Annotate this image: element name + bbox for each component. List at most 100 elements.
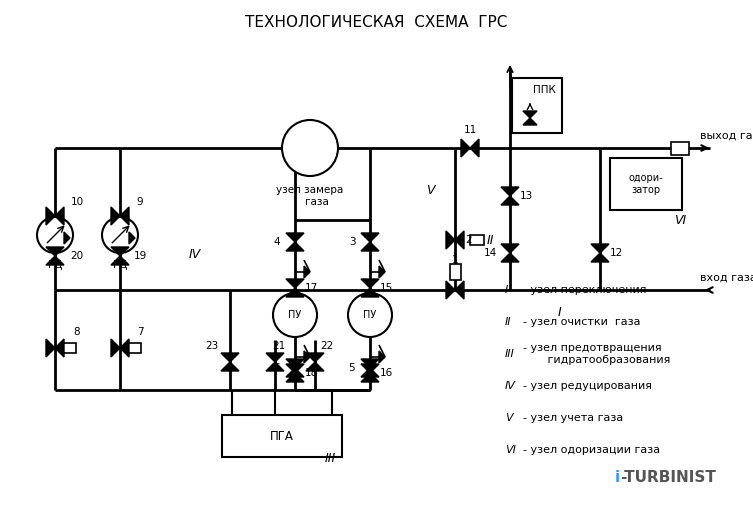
Polygon shape (523, 111, 537, 118)
Text: I: I (558, 305, 562, 319)
Text: i: i (615, 470, 620, 486)
Bar (610, 158, 682, 210)
Circle shape (37, 217, 73, 253)
Text: 7: 7 (137, 327, 143, 337)
Circle shape (348, 293, 392, 337)
Polygon shape (111, 256, 129, 265)
Polygon shape (286, 288, 304, 297)
Polygon shape (111, 339, 120, 357)
Text: -TURBINIST: -TURBINIST (620, 470, 716, 486)
Text: V: V (505, 413, 513, 423)
Polygon shape (46, 256, 64, 265)
Text: 23: 23 (206, 341, 218, 351)
Polygon shape (361, 364, 379, 373)
Bar (470, 235, 484, 245)
Polygon shape (455, 281, 464, 299)
Polygon shape (286, 242, 304, 251)
Text: ПУ: ПУ (288, 310, 302, 320)
Polygon shape (461, 139, 470, 157)
Text: - узел очистки  газа: - узел очистки газа (523, 317, 641, 327)
Polygon shape (266, 353, 284, 362)
Circle shape (273, 293, 317, 337)
Polygon shape (501, 244, 519, 253)
Polygon shape (379, 266, 385, 278)
Text: 17: 17 (304, 283, 318, 293)
Text: II: II (505, 317, 511, 327)
Text: III: III (325, 451, 336, 465)
Polygon shape (46, 339, 55, 357)
Polygon shape (304, 266, 310, 278)
Text: 21: 21 (273, 341, 285, 351)
Bar (222, 415, 342, 457)
Circle shape (282, 120, 338, 176)
Text: III: III (505, 349, 515, 359)
Text: РД: РД (113, 260, 127, 270)
Polygon shape (120, 207, 129, 225)
Polygon shape (286, 279, 304, 288)
Polygon shape (501, 253, 519, 262)
Polygon shape (304, 351, 310, 363)
Polygon shape (591, 253, 609, 262)
Bar (671, 142, 689, 155)
Polygon shape (46, 207, 55, 225)
Polygon shape (523, 118, 537, 125)
Text: 19: 19 (133, 251, 147, 261)
Polygon shape (306, 362, 324, 371)
Text: IV: IV (189, 248, 201, 262)
Polygon shape (221, 353, 239, 362)
Polygon shape (446, 281, 455, 299)
Polygon shape (501, 187, 519, 196)
Polygon shape (361, 368, 379, 377)
Polygon shape (46, 247, 64, 256)
Polygon shape (266, 362, 284, 371)
Polygon shape (591, 244, 609, 253)
Text: 18: 18 (304, 368, 318, 378)
Polygon shape (379, 351, 385, 363)
Text: 14: 14 (483, 248, 497, 258)
Text: I: I (505, 285, 508, 295)
Bar (62, 343, 76, 353)
Text: VI: VI (505, 445, 516, 455)
Polygon shape (64, 232, 70, 244)
Text: 16: 16 (380, 368, 392, 378)
Text: 20: 20 (71, 251, 84, 261)
Text: 15: 15 (380, 283, 392, 293)
Text: 12: 12 (609, 248, 623, 258)
Text: V: V (425, 184, 434, 196)
Polygon shape (361, 288, 379, 297)
Bar (512, 78, 562, 133)
Polygon shape (286, 373, 304, 382)
Text: 6: 6 (273, 363, 280, 373)
Circle shape (102, 217, 138, 253)
Text: вход газа: вход газа (700, 273, 753, 283)
Text: IV: IV (505, 381, 516, 391)
Text: ПГА: ПГА (270, 430, 294, 442)
Text: - узел редуцирования: - узел редуцирования (523, 381, 652, 391)
Bar (450, 264, 461, 280)
Polygon shape (361, 242, 379, 251)
Polygon shape (55, 339, 64, 357)
Text: - узел учета газа: - узел учета газа (523, 413, 623, 423)
Text: 8: 8 (74, 327, 81, 337)
Text: - узел одоризации газа: - узел одоризации газа (523, 445, 660, 455)
Polygon shape (455, 231, 464, 249)
Bar (127, 343, 141, 353)
Text: узел замера
    газа: узел замера газа (276, 185, 343, 207)
Polygon shape (306, 353, 324, 362)
Polygon shape (286, 368, 304, 377)
Polygon shape (501, 196, 519, 205)
Polygon shape (55, 207, 64, 225)
Text: РД: РД (47, 260, 62, 270)
Polygon shape (120, 339, 129, 357)
Polygon shape (446, 231, 455, 249)
Text: выход газа: выход газа (700, 131, 753, 141)
Text: 5: 5 (349, 363, 355, 373)
Text: - узел переключения: - узел переключения (523, 285, 647, 295)
Polygon shape (286, 233, 304, 242)
Text: - узел предотвращения
       гидратообразования: - узел предотвращения гидратообразования (523, 343, 670, 365)
Polygon shape (111, 247, 129, 256)
Text: II: II (486, 234, 494, 246)
Text: одори-
затор: одори- затор (629, 173, 663, 195)
Polygon shape (286, 364, 304, 373)
Text: 9: 9 (137, 197, 143, 207)
